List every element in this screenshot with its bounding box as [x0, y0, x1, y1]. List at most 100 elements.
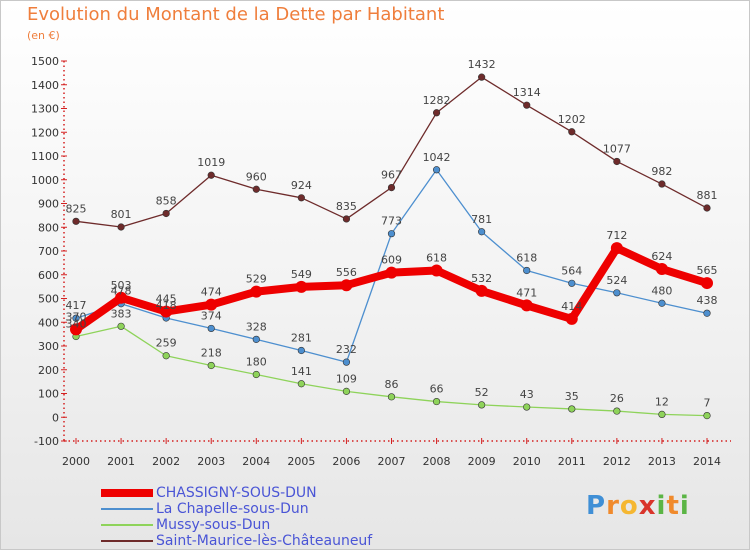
x-tick-label: 2011	[558, 455, 586, 468]
series-point	[252, 185, 260, 193]
x-tick-label: 2005	[287, 455, 315, 468]
series-point	[523, 266, 531, 275]
data-label: 960	[246, 170, 267, 183]
series-point	[432, 109, 441, 117]
series-point	[703, 411, 711, 420]
data-label: 618	[426, 251, 447, 264]
data-label: 417	[66, 299, 87, 312]
series-point	[250, 285, 263, 298]
series-point	[207, 324, 215, 333]
data-label: 1314	[513, 86, 541, 99]
data-label: 374	[201, 309, 222, 322]
series-point	[342, 358, 351, 366]
legend-label: CHASSIGNY-SOUS-DUN	[156, 485, 317, 501]
x-tick-label: 2013	[648, 455, 676, 468]
series-point	[207, 361, 215, 370]
y-tick-label: 800	[38, 221, 59, 234]
data-label: 259	[156, 337, 177, 350]
data-label: 618	[516, 251, 537, 264]
legend-item: Mussy-sous-Dun	[101, 517, 372, 533]
series-point	[432, 166, 441, 174]
series-point	[70, 323, 82, 336]
series-point	[342, 387, 351, 395]
legend-item: La Chapelle-sous-Dun	[101, 501, 372, 517]
data-label: 414	[561, 300, 582, 313]
data-label: 858	[156, 194, 177, 207]
data-label: 218	[201, 346, 222, 359]
data-label: 43	[520, 388, 534, 401]
series-point	[205, 298, 218, 311]
legend-label: Mussy-sous-Dun	[156, 517, 271, 533]
y-tick-label: 700	[38, 245, 59, 258]
y-tick-label: 900	[38, 198, 59, 211]
x-tick-label: 2004	[242, 455, 270, 468]
data-label: 982	[651, 165, 672, 178]
series-point	[162, 352, 170, 360]
y-tick-label: 600	[38, 269, 59, 282]
series-point	[297, 194, 305, 202]
series-point	[655, 263, 668, 276]
series-point	[658, 299, 666, 307]
series-point	[701, 277, 713, 290]
x-tick-label: 2014	[693, 455, 721, 468]
series-point	[478, 401, 486, 409]
data-label: 1432	[468, 58, 496, 71]
data-label: 967	[381, 169, 402, 182]
series-point	[295, 280, 308, 293]
series-point	[72, 217, 80, 225]
legend-label: La Chapelle-sous-Dun	[156, 501, 309, 517]
data-label: 471	[516, 286, 537, 299]
series-point	[340, 279, 353, 292]
x-tick-label: 2009	[468, 455, 496, 468]
data-label: 86	[385, 378, 399, 391]
data-label: 26	[610, 392, 624, 405]
data-label: 781	[471, 213, 492, 226]
legend-swatch	[101, 508, 153, 510]
chart-subtitle: (en €)	[27, 29, 60, 42]
proxiti-logo: Proxiti	[586, 491, 690, 521]
x-tick-label: 2012	[603, 455, 631, 468]
data-label: 7	[704, 397, 711, 410]
series-point	[252, 370, 260, 379]
y-tick-label: 200	[38, 364, 59, 377]
data-label: 835	[336, 200, 357, 213]
series-point	[520, 299, 533, 312]
series-point	[613, 407, 621, 415]
legend-swatch	[101, 489, 153, 497]
data-label: 503	[111, 279, 132, 292]
data-label: 383	[111, 307, 132, 320]
data-label: 565	[697, 264, 718, 277]
data-label: 445	[156, 293, 177, 306]
series-point	[160, 305, 173, 318]
data-label: 881	[697, 189, 718, 202]
data-label: 532	[471, 272, 492, 285]
data-label: 529	[246, 273, 267, 286]
legend-swatch	[101, 540, 153, 542]
legend-label: Saint-Maurice-lès-Châteauneuf	[156, 533, 373, 549]
x-tick-label: 2000	[62, 455, 90, 468]
series-point	[252, 335, 260, 343]
series-point	[115, 291, 128, 304]
data-label: 180	[246, 356, 267, 369]
x-tick-label: 2010	[513, 455, 541, 468]
data-label: 281	[291, 332, 312, 345]
series-point	[523, 101, 531, 109]
data-label: 328	[246, 320, 267, 333]
chart-title: Evolution du Montant de la Dette par Hab…	[27, 4, 445, 25]
data-label: 12	[655, 395, 669, 408]
data-label: 825	[66, 202, 87, 215]
data-label: 773	[381, 215, 402, 228]
data-label: 52	[475, 386, 489, 399]
data-label: 480	[651, 284, 672, 297]
series-point	[565, 312, 578, 325]
y-tick-label: 0	[52, 411, 59, 424]
data-label: 340	[66, 318, 87, 331]
series-point	[297, 346, 305, 355]
data-label: 549	[291, 268, 312, 281]
series-point	[162, 209, 170, 218]
series-point	[475, 284, 488, 297]
y-tick-label: 500	[38, 293, 59, 306]
series-point	[658, 180, 666, 188]
y-tick-label: 1200	[31, 126, 59, 139]
